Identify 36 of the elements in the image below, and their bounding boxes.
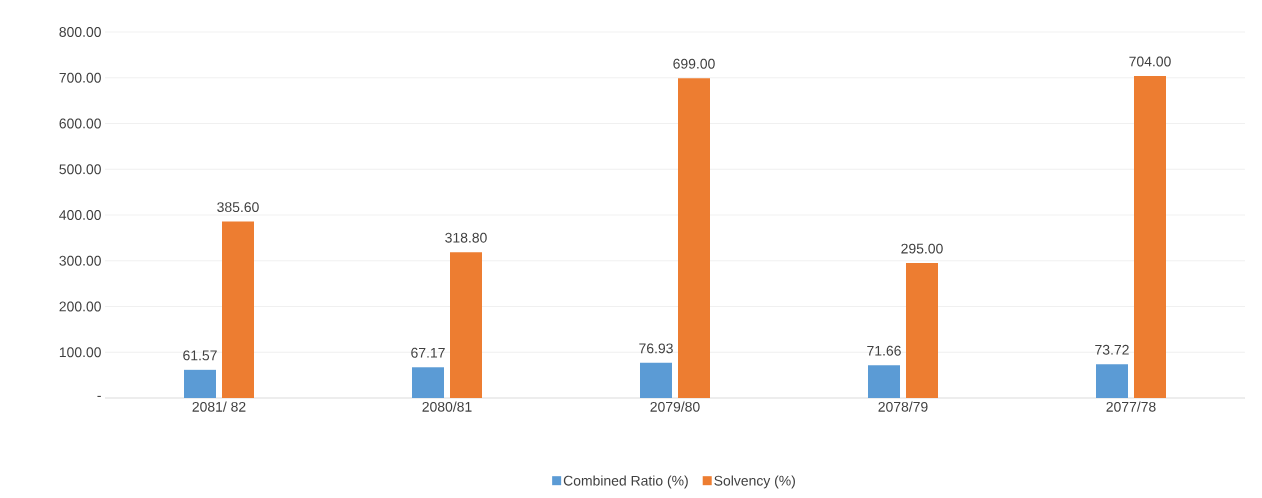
bar — [450, 252, 482, 398]
y-tick-label: 500.00 — [59, 164, 101, 175]
x-tick-label: 2077/78 — [1106, 401, 1156, 412]
data-label: 73.72 — [1095, 344, 1129, 355]
bar — [906, 263, 938, 398]
bar — [678, 78, 710, 398]
bar — [1096, 364, 1128, 398]
bar — [868, 365, 900, 398]
y-tick-label: 600.00 — [59, 118, 101, 129]
data-label: 61.57 — [183, 350, 217, 361]
data-label: 318.80 — [445, 232, 487, 243]
x-tick-label: 2080/81 — [422, 401, 472, 412]
y-tick-label: 200.00 — [59, 301, 101, 312]
data-label: 71.66 — [867, 345, 901, 356]
bar — [1134, 75, 1166, 398]
legend-label: Combined Ratio (%) — [563, 475, 688, 489]
y-tick-label: - — [97, 395, 101, 397]
y-tick-label: 300.00 — [59, 255, 101, 266]
y-tick-label: 700.00 — [59, 72, 101, 83]
legend-label: Solvency (%) — [714, 475, 795, 489]
data-label: 76.93 — [639, 343, 673, 354]
bar — [640, 362, 672, 398]
bar — [184, 369, 216, 398]
data-label: 704.00 — [1129, 56, 1171, 67]
bar — [412, 367, 444, 398]
bar — [222, 221, 254, 398]
x-tick-label: 2078/79 — [878, 401, 928, 412]
data-label: 385.60 — [217, 202, 259, 213]
x-tick-label: 2081/ 82 — [192, 401, 246, 412]
x-tick-label: 2079/80 — [650, 401, 700, 412]
data-label: 67.17 — [411, 347, 445, 358]
data-label: 295.00 — [901, 243, 943, 254]
y-tick-label: 400.00 — [59, 210, 101, 220]
data-label: 699.00 — [673, 58, 715, 69]
y-tick-label: 800.00 — [59, 27, 101, 37]
y-tick-label: 100.00 — [59, 347, 101, 358]
